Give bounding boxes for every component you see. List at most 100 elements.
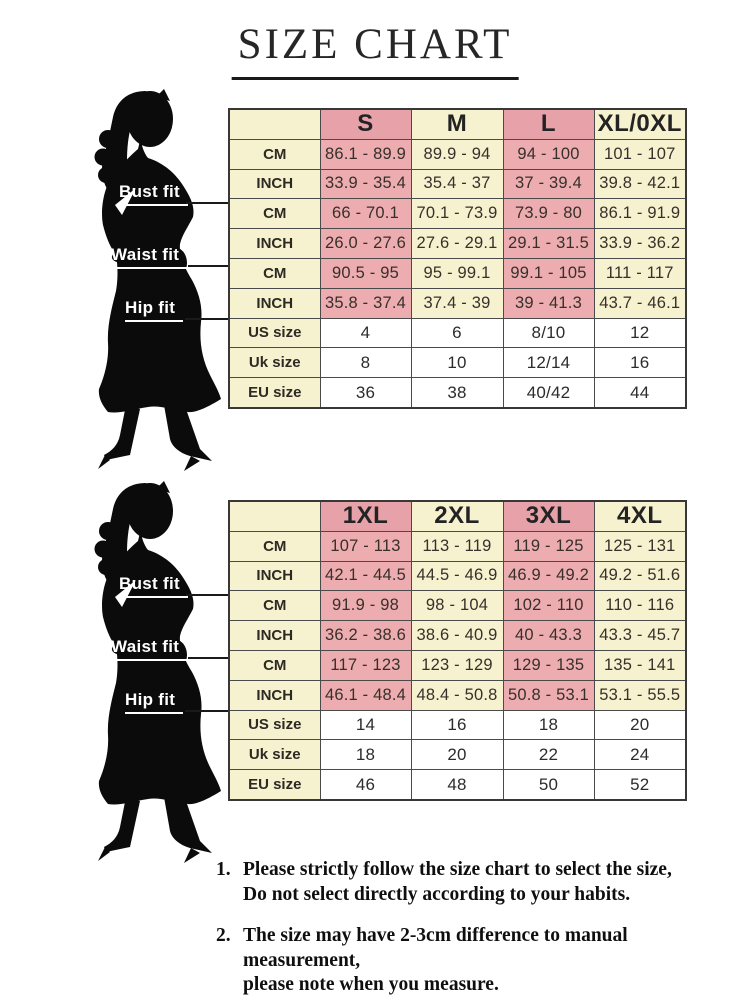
waist-pointer-line bbox=[188, 265, 230, 267]
table-row: Uk size 18 20 22 24 bbox=[228, 739, 687, 771]
row-label: EU size bbox=[228, 769, 321, 801]
table-row: INCH 33.9 - 35.4 35.4 - 37 37 - 39.4 39.8 - … bbox=[228, 168, 687, 200]
value-cell: 12/14 bbox=[502, 347, 595, 379]
size-column-header: 3XL bbox=[502, 500, 595, 532]
value-cell: 8 bbox=[319, 347, 412, 379]
size-column-header: L bbox=[502, 108, 595, 140]
value-cell: 125 - 131 bbox=[593, 530, 687, 562]
hip-fit-label: Hip fit bbox=[125, 690, 184, 714]
value-cell: 27.6 - 29.1 bbox=[410, 228, 504, 259]
value-cell: 46.1 - 48.4 bbox=[319, 679, 412, 711]
row-label: US size bbox=[228, 317, 321, 349]
bust-pointer-line bbox=[186, 594, 230, 596]
note-number: 1. bbox=[216, 859, 231, 880]
value-cell: 123 - 129 bbox=[410, 649, 504, 681]
size-chart-section-1: Bust fit Waist fit Hip fit S M L XL/0XL CM 86… bbox=[0, 85, 750, 565]
size-column-header: 4XL bbox=[593, 500, 687, 532]
waist-fit-label: Waist fit bbox=[111, 245, 188, 269]
value-cell: 12 bbox=[593, 317, 687, 349]
value-cell: 50 bbox=[502, 769, 595, 801]
row-label: US size bbox=[228, 709, 321, 741]
value-cell: 38.6 - 40.9 bbox=[410, 620, 504, 651]
value-cell: 52 bbox=[593, 769, 687, 801]
value-cell: 102 - 110 bbox=[502, 590, 595, 622]
size-header-row: S M L XL/0XL bbox=[228, 108, 687, 140]
value-cell: 86.1 - 91.9 bbox=[593, 198, 687, 230]
row-label: Uk size bbox=[228, 347, 321, 379]
table-row: INCH 26.0 - 27.6 27.6 - 29.1 29.1 - 31.5 33.… bbox=[228, 228, 687, 259]
table-row: CM 90.5 - 95 95 - 99.1 99.1 - 105 111 - 117 bbox=[228, 257, 687, 289]
value-cell: 95 - 99.1 bbox=[410, 257, 504, 289]
table-row: INCH 36.2 - 38.6 38.6 - 40.9 40 - 43.3 43.3 … bbox=[228, 620, 687, 651]
row-label: Uk size bbox=[228, 739, 321, 771]
table-row: CM 117 - 123 123 - 129 129 - 135 135 - 141 bbox=[228, 649, 687, 681]
value-cell: 35.8 - 37.4 bbox=[319, 287, 412, 319]
hip-pointer-line bbox=[185, 318, 230, 320]
bust-pointer-line bbox=[186, 202, 230, 204]
value-cell: 43.3 - 45.7 bbox=[593, 620, 687, 651]
table-row: CM 66 - 70.1 70.1 - 73.9 73.9 - 80 86.1 - 91… bbox=[228, 198, 687, 230]
corner-cell bbox=[228, 108, 321, 140]
size-table-1: S M L XL/0XL CM 86.1 - 89.9 89.9 - 94 94 - 100 1… bbox=[228, 108, 687, 409]
value-cell: 24 bbox=[593, 739, 687, 771]
size-column-header: 2XL bbox=[410, 500, 504, 532]
value-cell: 129 - 135 bbox=[502, 649, 595, 681]
value-cell: 91.9 - 98 bbox=[319, 590, 412, 622]
table-row: CM 107 - 113 113 - 119 119 - 125 125 - 131 bbox=[228, 530, 687, 562]
value-cell: 49.2 - 51.6 bbox=[593, 560, 687, 592]
table-row: US size 4 6 8/10 12 bbox=[228, 317, 687, 349]
table-row: CM 86.1 - 89.9 89.9 - 94 94 - 100 101 - 107 bbox=[228, 138, 687, 170]
row-label: INCH bbox=[228, 228, 321, 259]
value-cell: 111 - 117 bbox=[593, 257, 687, 289]
value-cell: 86.1 - 89.9 bbox=[319, 138, 412, 170]
row-label: INCH bbox=[228, 560, 321, 592]
value-cell: 44 bbox=[593, 377, 687, 409]
value-cell: 6 bbox=[410, 317, 504, 349]
value-cell: 135 - 141 bbox=[593, 649, 687, 681]
value-cell: 29.1 - 31.5 bbox=[502, 228, 595, 259]
table-row: EU size 46 48 50 52 bbox=[228, 769, 687, 801]
woman-silhouette bbox=[60, 87, 230, 472]
value-cell: 119 - 125 bbox=[502, 530, 595, 562]
waist-fit-label: Waist fit bbox=[111, 637, 188, 661]
value-cell: 50.8 - 53.1 bbox=[502, 679, 595, 711]
row-label: CM bbox=[228, 590, 321, 622]
size-notes: 1. Please strictly follow the size chart… bbox=[216, 858, 741, 1000]
value-cell: 39 - 41.3 bbox=[502, 287, 595, 319]
size-column-header: XL/0XL bbox=[593, 108, 687, 140]
value-cell: 117 - 123 bbox=[319, 649, 412, 681]
value-cell: 110 - 116 bbox=[593, 590, 687, 622]
size-column-header: 1XL bbox=[319, 500, 412, 532]
row-label: INCH bbox=[228, 287, 321, 319]
value-cell: 39.8 - 42.1 bbox=[593, 168, 687, 200]
size-chart-section-2: Bust fit Waist fit Hip fit 1XL 2XL 3XL 4XL C… bbox=[0, 477, 750, 957]
value-cell: 98 - 104 bbox=[410, 590, 504, 622]
value-cell: 46 bbox=[319, 769, 412, 801]
value-cell: 4 bbox=[319, 317, 412, 349]
row-label: INCH bbox=[228, 679, 321, 711]
value-cell: 48 bbox=[410, 769, 504, 801]
value-cell: 38 bbox=[410, 377, 504, 409]
value-cell: 33.9 - 35.4 bbox=[319, 168, 412, 200]
value-cell: 26.0 - 27.6 bbox=[319, 228, 412, 259]
size-header-row: 1XL 2XL 3XL 4XL bbox=[228, 500, 687, 532]
value-cell: 14 bbox=[319, 709, 412, 741]
value-cell: 36.2 - 38.6 bbox=[319, 620, 412, 651]
value-cell: 94 - 100 bbox=[502, 138, 595, 170]
size-column-header: S bbox=[319, 108, 412, 140]
value-cell: 37.4 - 39 bbox=[410, 287, 504, 319]
value-cell: 42.1 - 44.5 bbox=[319, 560, 412, 592]
note-number: 2. bbox=[216, 925, 231, 946]
row-label: CM bbox=[228, 649, 321, 681]
value-cell: 90.5 - 95 bbox=[319, 257, 412, 289]
page-title: SIZE CHART bbox=[231, 20, 519, 80]
note-1: 1. Please strictly follow the size chart… bbox=[216, 858, 741, 907]
value-cell: 10 bbox=[410, 347, 504, 379]
waist-pointer-line bbox=[188, 657, 230, 659]
bust-fit-label: Bust fit bbox=[119, 182, 188, 206]
value-cell: 70.1 - 73.9 bbox=[410, 198, 504, 230]
value-cell: 46.9 - 49.2 bbox=[502, 560, 595, 592]
value-cell: 35.4 - 37 bbox=[410, 168, 504, 200]
value-cell: 36 bbox=[319, 377, 412, 409]
